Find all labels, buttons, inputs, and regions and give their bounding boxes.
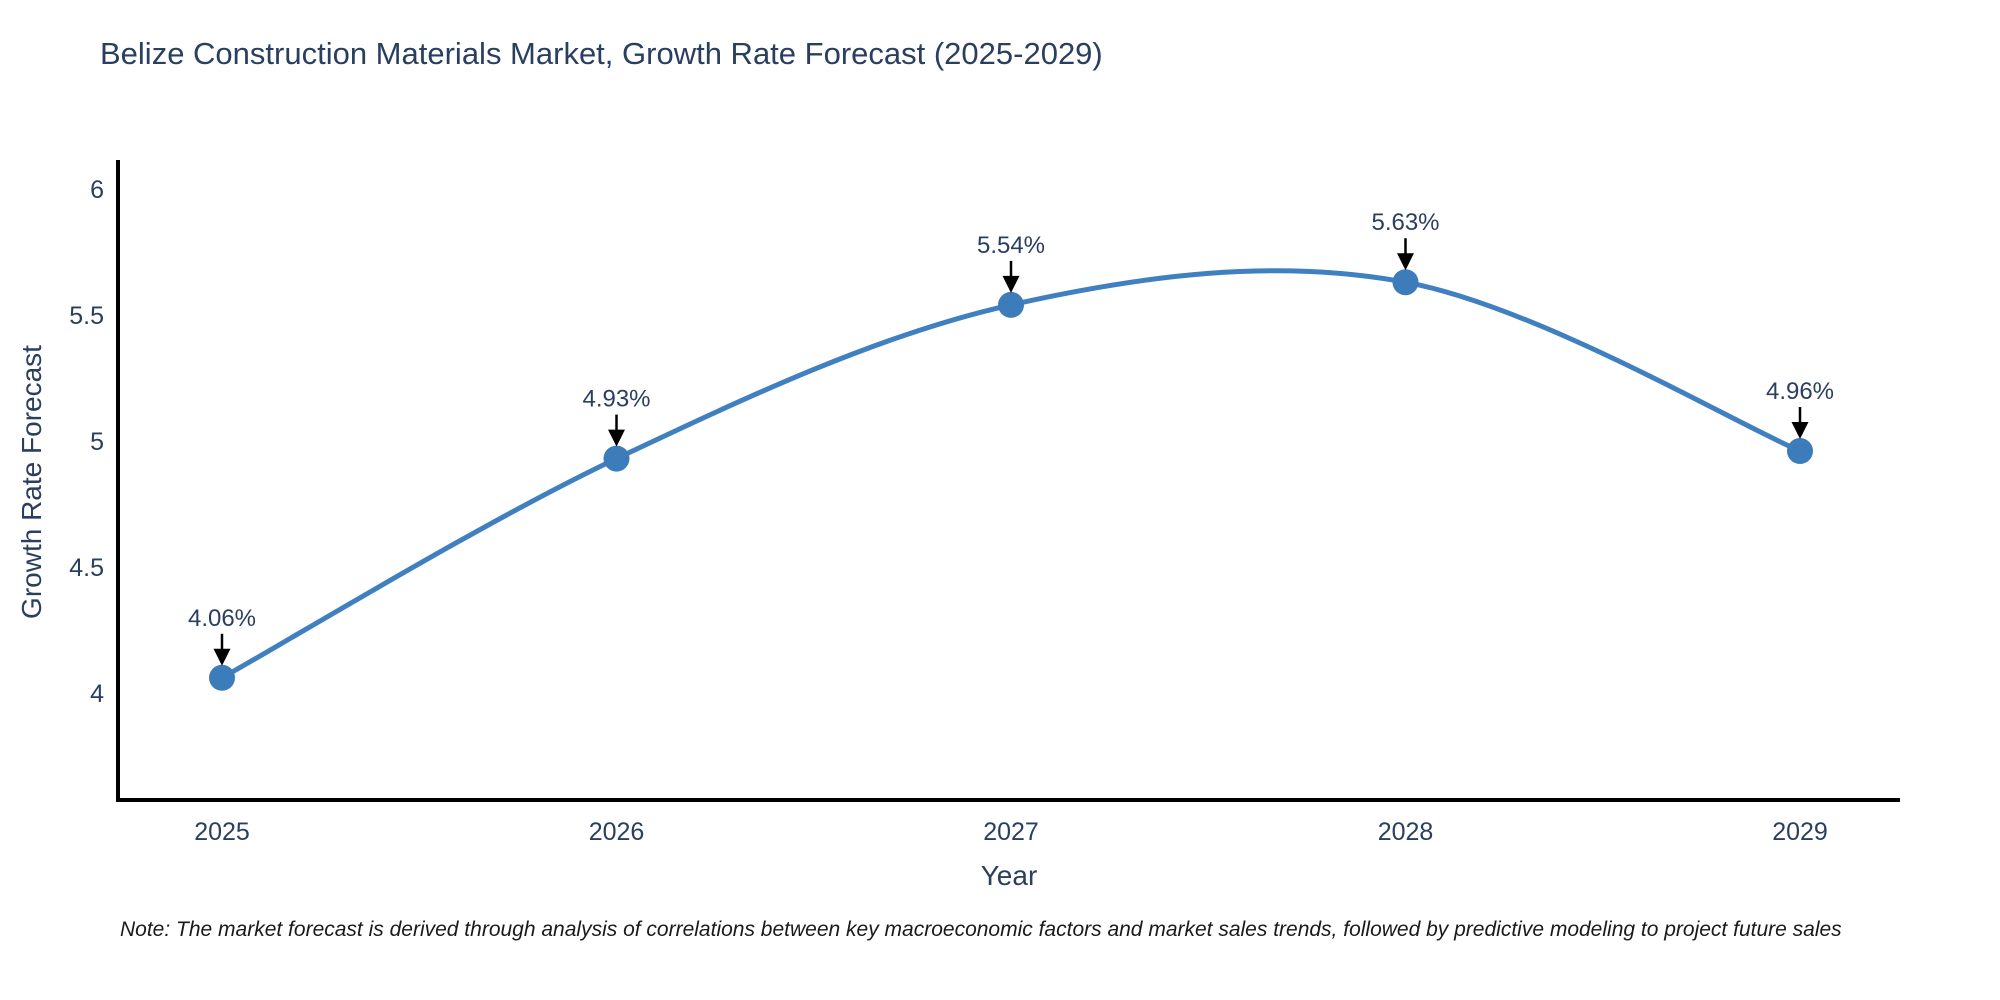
y-tick-label: 5.5	[69, 302, 104, 330]
x-tick-label: 2028	[1378, 818, 1434, 846]
annotation-arrowhead-icon	[213, 648, 231, 666]
annotation-arrowhead-icon	[1397, 253, 1414, 271]
data-point-label: 5.54%	[977, 232, 1045, 259]
x-tick-label: 2027	[983, 818, 1039, 846]
data-point-label: 4.96%	[1766, 378, 1834, 405]
footnote: Note: The market forecast is derived thr…	[120, 918, 1842, 941]
annotation-arrowhead-icon	[1002, 275, 1020, 293]
data-point-marker	[998, 291, 1024, 318]
annotation-arrowhead-icon	[1791, 422, 1809, 440]
x-tick-label: 2025	[194, 818, 250, 846]
annotation-arrowhead-icon	[608, 429, 625, 447]
data-point-marker	[1787, 438, 1813, 465]
y-tick-label: 4	[90, 680, 104, 708]
data-point-marker	[1392, 269, 1419, 296]
forecast-line	[219, 268, 1803, 681]
x-tick-label: 2026	[589, 818, 645, 846]
x-axis-title: Year	[980, 860, 1038, 891]
data-point-marker	[603, 445, 630, 472]
y-tick-label: 6	[90, 176, 104, 204]
data-point-label: 5.63%	[1371, 209, 1439, 236]
data-point-label: 4.93%	[582, 386, 650, 413]
chart-title: Belize Construction Materials Market, Gr…	[100, 36, 1103, 71]
y-tick-label: 4.5	[69, 554, 104, 582]
data-point-label: 4.06%	[188, 605, 256, 632]
y-tick-label: 5	[90, 428, 104, 456]
y-axis-title: Growth Rate Forecast	[16, 345, 47, 619]
x-tick-label: 2029	[1772, 818, 1828, 846]
data-point-marker	[209, 664, 235, 691]
